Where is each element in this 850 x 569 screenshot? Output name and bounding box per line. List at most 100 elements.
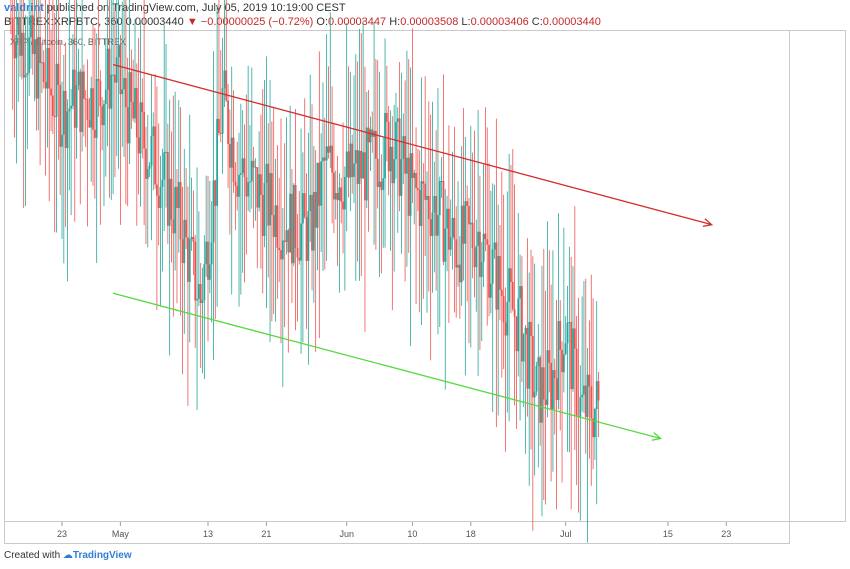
candle-body [489,283,492,298]
candle-body [479,231,481,277]
candle-body [360,150,363,179]
candle-body [24,75,27,78]
candle-body [592,418,594,438]
candle-body [15,34,18,59]
candle-body [418,190,421,226]
candle-body [460,205,463,283]
support-trendline [112,292,661,440]
candle-body [329,145,332,153]
candle-body [150,135,153,166]
tradingview-brand[interactable]: TradingView [72,550,132,561]
candle-body [79,71,82,132]
candle-body [73,69,76,128]
ohlc-close: C:0.00003440 [531,16,601,28]
candle-body [371,129,374,137]
candle-body [420,181,423,226]
candle-body [41,62,43,64]
time-axis[interactable] [4,522,790,544]
candle-body [117,45,120,58]
candle-body [338,187,341,201]
candle-body [331,145,333,173]
candle-body [232,137,235,182]
candle-body [385,112,388,122]
down-arrow-icon: ▼ [186,16,198,28]
candle-body [480,261,483,277]
candle-body [433,195,436,213]
candle-body [50,88,52,96]
candle-body [473,248,476,268]
candle-body [588,374,591,387]
candle-body [393,159,396,184]
candle-body [130,72,133,102]
candle-body [221,87,224,134]
candle-body [537,357,540,366]
candle-body [272,215,275,237]
candle-body [128,72,131,144]
candle-body [550,362,552,410]
candle-body [172,219,175,234]
candle-body [62,90,65,135]
candle-body [218,118,220,133]
candle-body [449,237,452,250]
candle-body [552,370,554,410]
candle-body [281,240,284,260]
candle-body [362,152,365,179]
candle-body [510,268,512,282]
candle-body [243,158,246,178]
candle-body [135,88,138,138]
candle-body [37,36,40,99]
candle-body [575,348,578,417]
candle-body [229,144,231,168]
candle-body [387,121,390,172]
candle-body [309,194,312,212]
candle-body [210,242,213,265]
candle-body [314,191,317,228]
candle-body [519,286,521,299]
candle-body [267,163,270,226]
candle-body [51,95,54,117]
price-axis[interactable] [790,30,846,522]
candle-body [502,295,505,323]
candle-body [137,137,140,154]
candle-body [10,17,12,19]
candle-body [415,172,417,189]
candle-body [39,36,41,64]
candle-body [515,316,518,352]
candle-body [413,172,416,179]
candle-body [318,162,321,206]
candle-body [285,230,288,242]
candle-body [367,127,370,143]
candle-body [112,74,114,76]
candle-body [294,184,297,249]
candle-body [86,99,89,121]
candle-body [176,186,178,208]
candle-body [504,322,507,336]
candle-body [219,132,222,134]
candle-body [88,120,91,128]
plot-area[interactable] [4,30,790,522]
candle-body [333,172,335,200]
candle-body [145,148,147,179]
candle-body [446,208,448,229]
candle-body [457,264,459,268]
candle-body [342,201,344,210]
candle-body [216,118,219,206]
candle-body [400,159,403,196]
candle-body [411,153,414,179]
candle-body [124,78,127,108]
ohlc-low: L:0.00003406 [461,16,529,28]
candle-body [254,167,257,169]
candle-body [72,69,74,106]
candle-body [535,365,538,392]
candle-body [376,158,379,187]
candle-body [448,208,450,250]
candle-body [194,241,197,301]
candle-body [258,174,260,208]
candle-body [407,157,410,216]
candle-body [250,160,253,182]
candle-body [426,196,428,200]
candle-body [579,397,582,417]
candle-body [544,399,547,406]
candle-body [500,289,503,296]
